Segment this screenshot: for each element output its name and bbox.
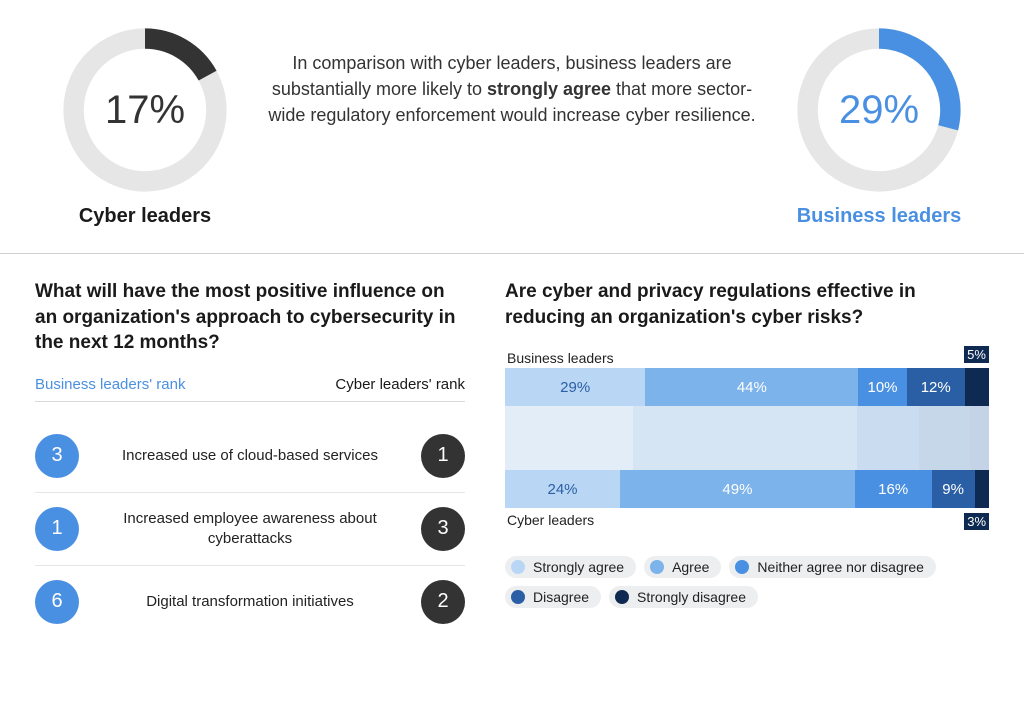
business-donut-block: 29% Business leaders: [794, 25, 964, 228]
bar-segment: 24%: [505, 470, 620, 508]
stacked-bars: Business leaders 29%44%10%12%5% 24%49%16%9…: [505, 350, 989, 528]
bar-segment: 9%: [932, 470, 975, 508]
rank-rows: 3Increased use of cloud-based services11…: [35, 420, 465, 638]
cyber-donut: 17%: [60, 25, 230, 195]
bar-row: 29%44%10%12%5%: [505, 368, 989, 406]
stacked-bar-panel: Are cyber and privacy regulations effect…: [505, 279, 989, 638]
cyber-donut-value: 17%: [60, 25, 230, 195]
cyber-rank-circle: 2: [421, 580, 465, 624]
legend-swatch: [615, 590, 629, 604]
bar-segment: 29%: [505, 368, 645, 406]
rank-headers: Business leaders' rank Cyber leaders' ra…: [35, 376, 465, 402]
top-section: 17% Cyber leaders In comparison with cyb…: [0, 0, 1024, 254]
legend-label: Agree: [672, 559, 709, 575]
rank-row: 3Increased use of cloud-based services1: [35, 420, 465, 493]
bar-segment: 12%: [907, 368, 965, 406]
rank-item-label: Increased employee awareness about cyber…: [79, 509, 421, 548]
legend-label: Strongly disagree: [637, 589, 746, 605]
legend-label: Strongly agree: [533, 559, 624, 575]
bar-row: 24%49%16%9%3%: [505, 470, 989, 508]
rank-panel: What will have the most positive influen…: [35, 279, 465, 638]
legend-item: Strongly disagree: [609, 586, 758, 608]
bar-segment: 10%: [858, 368, 906, 406]
legend: Strongly agree Agree Neither agree nor dis…: [505, 556, 989, 608]
legend-swatch: [511, 590, 525, 604]
business-rank-circle: 3: [35, 434, 79, 478]
business-donut: 29%: [794, 25, 964, 195]
stacked-bar-title: Are cyber and privacy regulations effect…: [505, 279, 989, 330]
legend-swatch: [511, 560, 525, 574]
bar-connector: [505, 406, 989, 470]
rank-row: 1Increased employee awareness about cybe…: [35, 493, 465, 566]
business-rank-circle: 1: [35, 507, 79, 551]
cyber-donut-label: Cyber leaders: [79, 205, 211, 228]
business-donut-value: 29%: [794, 25, 964, 195]
bar-segment: 3%: [975, 470, 989, 508]
legend-label: Neither agree nor disagree: [757, 559, 924, 575]
legend-swatch: [735, 560, 749, 574]
rank-item-label: Increased use of cloud-based services: [79, 446, 421, 466]
legend-item: Strongly agree: [505, 556, 636, 578]
business-rank-circle: 6: [35, 580, 79, 624]
business-donut-label: Business leaders: [797, 205, 962, 228]
bar-group-label: Business leaders: [507, 350, 989, 366]
legend-item: Agree: [644, 556, 721, 578]
rank-panel-title: What will have the most positive influen…: [35, 279, 465, 356]
bar-group-label: Cyber leaders: [507, 512, 989, 528]
bar-segment: 44%: [645, 368, 858, 406]
cyber-donut-block: 17% Cyber leaders: [60, 25, 230, 228]
bar-segment: 16%: [855, 470, 932, 508]
rank-header-business: Business leaders' rank: [35, 376, 185, 393]
cyber-rank-circle: 1: [421, 434, 465, 478]
legend-swatch: [650, 560, 664, 574]
top-text-bold: strongly agree: [487, 79, 611, 99]
rank-item-label: Digital transformation initiatives: [79, 592, 421, 612]
top-description: In comparison with cyber leaders, busine…: [230, 25, 794, 128]
bar-segment: 49%: [620, 470, 855, 508]
legend-item: Neither agree nor disagree: [729, 556, 936, 578]
rank-header-cyber: Cyber leaders' rank: [335, 376, 465, 393]
bottom-section: What will have the most positive influen…: [0, 254, 1024, 658]
bar-segment: 5%: [965, 368, 989, 406]
rank-row: 6Digital transformation initiatives2: [35, 566, 465, 638]
cyber-rank-circle: 3: [421, 507, 465, 551]
legend-label: Disagree: [533, 589, 589, 605]
legend-item: Disagree: [505, 586, 601, 608]
